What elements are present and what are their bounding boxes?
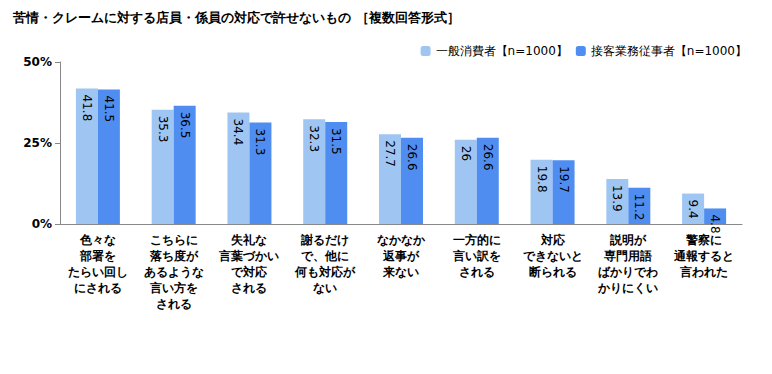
svg-text:一方的に: 一方的に: [453, 233, 501, 247]
svg-text:通報すると: 通報すると: [673, 249, 734, 263]
svg-text:41.8: 41.8: [80, 95, 94, 122]
svg-text:25%: 25%: [23, 136, 52, 150]
svg-text:19.8: 19.8: [535, 166, 549, 193]
svg-text:される: される: [231, 281, 267, 295]
svg-text:される: される: [156, 297, 192, 311]
svg-text:9.4: 9.4: [686, 200, 700, 219]
svg-text:一般消費者【n=1000】: 一般消費者【n=1000】: [436, 44, 568, 58]
svg-text:専門用語: 専門用語: [603, 249, 652, 263]
svg-text:かりにくい: かりにくい: [597, 281, 658, 295]
svg-text:できないと: できないと: [523, 249, 583, 263]
svg-text:される: される: [459, 265, 495, 279]
svg-text:あるような: あるような: [144, 265, 204, 279]
svg-text:なかなか: なかなか: [377, 233, 426, 247]
svg-text:ばかりでわ: ばかりでわ: [598, 265, 658, 279]
svg-text:ない: ない: [313, 281, 337, 295]
svg-text:言われた: 言われた: [679, 265, 728, 279]
svg-text:で、他に: で、他に: [301, 249, 349, 263]
svg-text:11.2: 11.2: [632, 194, 646, 221]
svg-text:31.3: 31.3: [253, 129, 267, 156]
svg-text:31.5: 31.5: [329, 128, 343, 155]
svg-text:41.5: 41.5: [102, 96, 116, 123]
svg-text:来ない: 来ない: [382, 265, 419, 279]
svg-text:接客業務従事者【n=1000】: 接客業務従事者【n=1000】: [591, 44, 747, 58]
svg-text:27.7: 27.7: [383, 140, 397, 167]
svg-text:落ち度が: 落ち度が: [149, 249, 199, 263]
svg-text:たらい回し: たらい回し: [68, 265, 128, 279]
svg-text:何も対応が: 何も対応が: [294, 265, 356, 279]
svg-text:苦情・クレームに対する店員・係員の対応で許せないもの ［複数: 苦情・クレームに対する店員・係員の対応で許せないもの ［複数回答形式］: [12, 10, 460, 25]
svg-text:36.5: 36.5: [178, 112, 192, 139]
svg-text:対応: 対応: [540, 233, 565, 247]
svg-text:で対応: で対応: [231, 265, 267, 279]
svg-text:言葉づかい: 言葉づかい: [218, 249, 279, 263]
svg-text:色々な: 色々な: [79, 233, 116, 247]
svg-text:部署を: 部署を: [79, 249, 116, 263]
svg-text:26.6: 26.6: [481, 144, 495, 171]
svg-text:26: 26: [459, 146, 473, 161]
svg-text:断られる: 断られる: [529, 265, 577, 279]
svg-text:こちらに: こちらに: [150, 233, 198, 247]
svg-text:にされる: にされる: [74, 281, 122, 295]
svg-text:4.8: 4.8: [708, 214, 722, 233]
svg-text:13.9: 13.9: [610, 185, 624, 212]
svg-text:26.6: 26.6: [405, 144, 419, 171]
svg-text:説明が: 説明が: [609, 233, 647, 247]
svg-text:19.7: 19.7: [557, 166, 571, 193]
svg-text:返事が: 返事が: [382, 249, 420, 263]
svg-text:34.4: 34.4: [231, 119, 245, 146]
svg-text:50%: 50%: [23, 55, 52, 69]
svg-text:35.3: 35.3: [156, 116, 170, 143]
svg-text:32.3: 32.3: [307, 125, 321, 152]
svg-text:失礼な: 失礼な: [231, 233, 267, 247]
svg-text:警察に: 警察に: [685, 233, 722, 247]
svg-text:言い訳を: 言い訳を: [452, 249, 501, 263]
svg-text:0%: 0%: [32, 217, 52, 231]
svg-text:言い方を: 言い方を: [149, 281, 198, 295]
svg-text:謝るだけ: 謝るだけ: [300, 233, 349, 247]
